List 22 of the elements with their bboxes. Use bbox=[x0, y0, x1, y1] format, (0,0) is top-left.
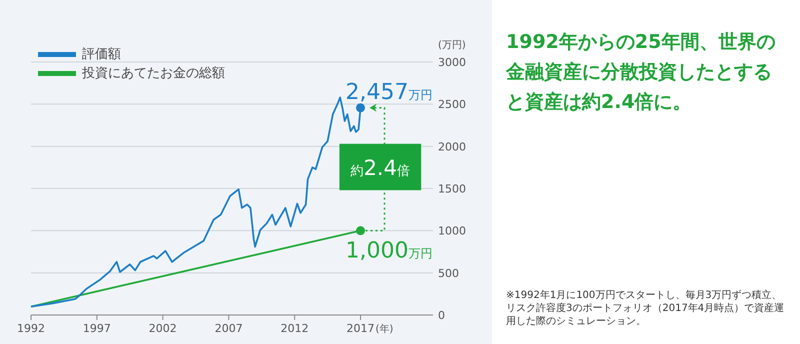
x-axis-title: (年) bbox=[376, 323, 394, 335]
x-tick-label: 1992 bbox=[17, 322, 45, 335]
legend-label: 投資にあてたお金の総額 bbox=[81, 66, 225, 81]
text: ※1992年1月に100万円でスタートし、毎月3万円ずつ積立、リスク許容度3のポートフォリオ（2017年4月時点）で資産運用した際のシミュレーション。 bbox=[506, 289, 784, 327]
text: 1992年からの25年間、世界の金融資産に分散投資したとすると資産は約2.4倍に。 bbox=[505, 31, 776, 113]
y-tick-label: 2500 bbox=[438, 98, 466, 112]
y-tick-label: 2000 bbox=[438, 140, 466, 154]
x-tick-label: 2017 bbox=[346, 322, 375, 335]
y-tick-label: 0 bbox=[438, 309, 445, 322]
x-tick-label: 1997 bbox=[82, 322, 111, 335]
annotation: 2,457万円 bbox=[346, 80, 432, 105]
y-axis-title: (万円) bbox=[438, 40, 466, 51]
y-tick-label: 500 bbox=[438, 266, 459, 280]
y-tick-label: 1000 bbox=[438, 224, 466, 238]
legend-label: 評価額 bbox=[82, 47, 121, 62]
x-tick-label: 2002 bbox=[148, 322, 177, 335]
x-tick-label: 2007 bbox=[214, 322, 243, 335]
annotation: 約2.4倍 bbox=[350, 156, 410, 180]
annotation: 1,000万円 bbox=[346, 238, 432, 264]
y-tick-label: 1500 bbox=[438, 182, 466, 196]
y-tick-label: 3000 bbox=[438, 56, 466, 69]
x-tick-label: 2012 bbox=[280, 322, 309, 335]
